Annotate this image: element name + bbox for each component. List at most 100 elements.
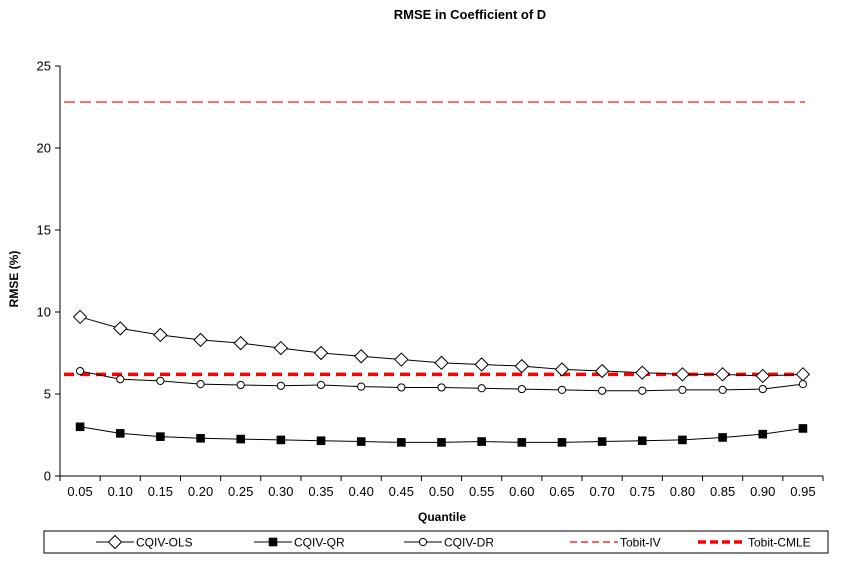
series-cqiv-qr: [75, 422, 808, 447]
data-point: [755, 368, 770, 384]
series-layer: [64, 101, 811, 447]
data-point: [196, 380, 205, 389]
legend-item: Tobit-CMLE: [698, 536, 811, 550]
legend-label: CQIV-OLS: [136, 536, 193, 550]
data-point: [798, 424, 808, 433]
data-point: [597, 437, 607, 446]
data-point: [356, 437, 366, 446]
data-point: [557, 385, 567, 394]
data-point: [153, 327, 168, 343]
legend-item: CQIV-QR: [254, 536, 345, 550]
x-tick-label: 0.80: [670, 484, 695, 499]
data-point: [276, 381, 285, 390]
data-point: [316, 436, 326, 446]
data-point: [514, 358, 530, 374]
data-point: [678, 385, 687, 394]
legend-swatch-marker: [268, 537, 278, 547]
y-tick-label: 25: [37, 59, 51, 74]
data-point: [313, 345, 329, 361]
x-tick-label: 0.45: [389, 484, 414, 499]
x-ticks: 0.05 0.10 0.15 0.20 0.25 0.30 0.35 0.40 0.45 0.50…: [59, 476, 824, 499]
data-point: [193, 332, 208, 348]
data-point: [233, 335, 248, 351]
data-point: [236, 380, 245, 390]
x-tick-label: 0.15: [148, 484, 173, 499]
data-point: [635, 365, 650, 380]
x-tick-label: 0.05: [67, 484, 92, 499]
chart-title: RMSE in Coefficient of D: [394, 7, 546, 22]
data-point: [477, 437, 486, 446]
data-point: [316, 380, 326, 390]
y-axis-label: RMSE (%): [7, 251, 21, 308]
x-tick-label: 0.25: [228, 484, 253, 499]
data-point: [116, 375, 125, 384]
data-point: [113, 321, 128, 336]
y-tick-label: 10: [37, 305, 51, 320]
data-point: [75, 422, 85, 432]
data-point: [758, 384, 767, 394]
data-point: [394, 352, 409, 367]
legend-item: CQIV-DR: [404, 536, 494, 550]
data-point: [758, 429, 768, 439]
data-point: [437, 438, 446, 447]
x-tick-label: 0.75: [630, 484, 655, 499]
legend-label: CQIV-QR: [294, 536, 345, 550]
data-point: [276, 435, 286, 445]
x-tick-label: 0.30: [268, 484, 293, 499]
x-tick-label: 0.10: [108, 484, 133, 499]
legend-swatch-marker: [107, 534, 123, 550]
x-tick-label: 0.55: [469, 484, 494, 499]
y-tick-label: 5: [44, 387, 51, 402]
data-point: [156, 376, 165, 385]
data-point: [477, 384, 486, 393]
data-point: [718, 433, 727, 442]
legend-label: Tobit-CMLE: [748, 536, 811, 550]
data-point: [517, 438, 527, 447]
data-point: [554, 362, 570, 377]
legend-label: Tobit-IV: [620, 536, 661, 550]
legend-item: Tobit-IV: [570, 536, 661, 550]
x-tick-label: 0.85: [710, 484, 735, 499]
data-point: [236, 434, 246, 444]
data-point: [72, 309, 88, 325]
data-point: [638, 386, 647, 395]
data-point: [474, 357, 489, 372]
y-tick-label: 15: [37, 223, 51, 238]
series-cqiv-ols: [72, 309, 811, 384]
data-point: [437, 383, 446, 392]
data-point: [718, 385, 727, 394]
legend-label: CQIV-DR: [444, 536, 494, 550]
x-tick-label: 0.35: [308, 484, 333, 499]
data-point: [678, 435, 687, 445]
data-point: [557, 438, 567, 447]
legend-item: CQIV-OLS: [96, 534, 193, 550]
data-point: [357, 382, 366, 391]
x-tick-label: 0.95: [790, 484, 815, 499]
series-cqiv-dr: [75, 366, 808, 395]
data-point: [517, 384, 526, 394]
x-tick-label: 0.70: [589, 484, 614, 499]
data-point: [715, 367, 730, 382]
x-tick-label: 0.60: [509, 484, 534, 499]
data-point: [273, 340, 289, 356]
y-tick-label: 20: [37, 141, 51, 156]
legend: CQIV-OLS CQIV-QR CQIV-DR Tobit-IV Tobit-CMLE: [96, 534, 811, 550]
legend-swatch-marker: [418, 537, 428, 547]
data-point: [434, 355, 449, 371]
data-point: [196, 433, 205, 443]
data-point: [795, 367, 811, 382]
data-point: [397, 383, 406, 392]
x-tick-label: 0.40: [349, 484, 374, 499]
data-point: [353, 349, 369, 364]
x-tick-label: 0.50: [429, 484, 454, 499]
data-point: [798, 380, 808, 389]
data-point: [75, 366, 85, 376]
data-point: [115, 429, 125, 438]
data-point: [156, 432, 165, 441]
x-tick-label: 0.90: [750, 484, 775, 499]
y-ticks: 0 5 10 15 20 25: [37, 59, 60, 484]
x-tick-label: 0.65: [549, 484, 574, 499]
data-point: [675, 367, 690, 382]
